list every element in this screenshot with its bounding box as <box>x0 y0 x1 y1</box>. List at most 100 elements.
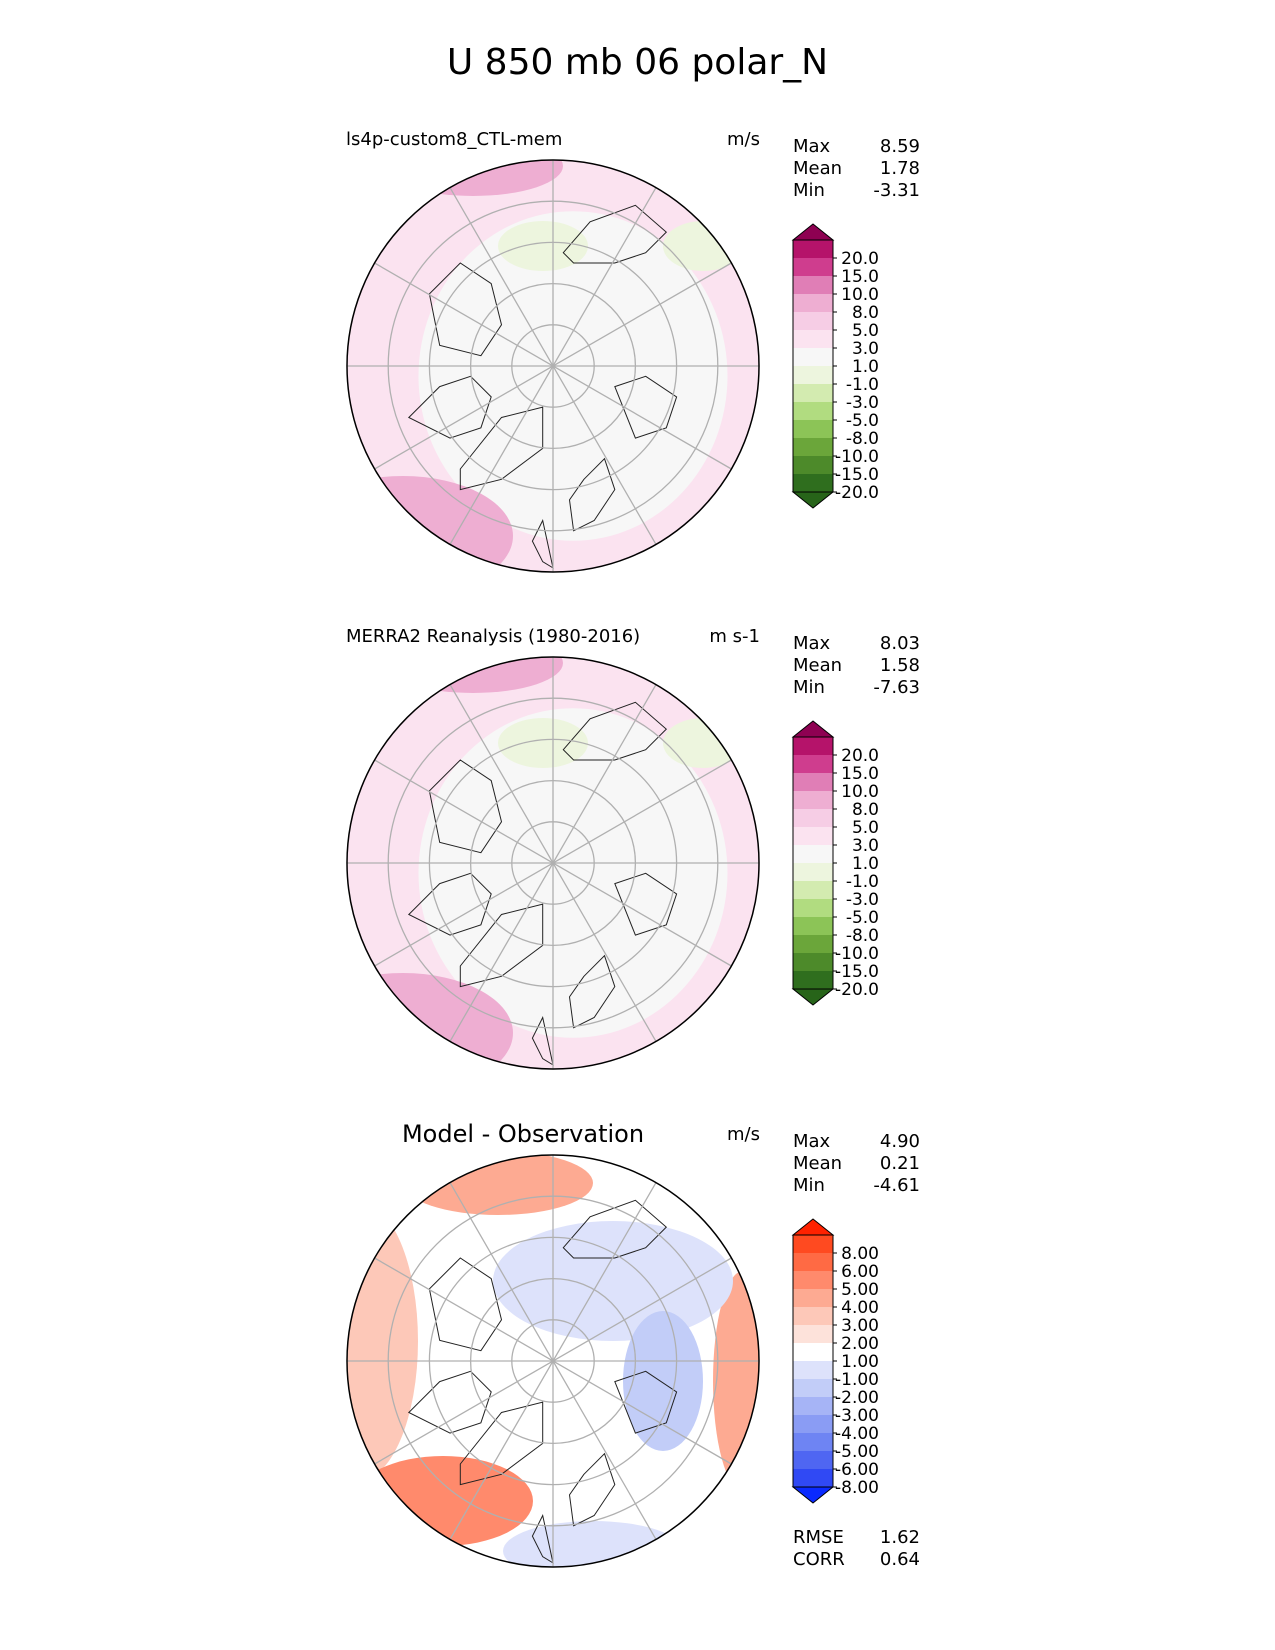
colorbar-segment <box>793 348 833 366</box>
stat-mean-value: 1.58 <box>880 655 920 676</box>
colorbar-tick-label: 8.00 <box>841 1244 879 1264</box>
stat-mean-label: Mean <box>793 158 842 179</box>
stat-mean-label: Mean <box>793 1153 842 1174</box>
stat-mean-value: 0.21 <box>880 1153 920 1174</box>
colorbar-segment <box>793 881 833 899</box>
colorbar-tick-label: 1.0 <box>852 854 879 874</box>
colorbar-segment <box>793 1397 833 1415</box>
colorbar-segment <box>793 1253 833 1271</box>
stat-max-value: 8.03 <box>880 633 920 654</box>
colorbar-segment <box>793 863 833 881</box>
colorbar-extend-max <box>791 1218 835 1236</box>
colorbar-segment <box>793 1307 833 1325</box>
colorbar-segment <box>793 791 833 809</box>
colorbar-tick-label: -6.00 <box>835 1460 879 1480</box>
colorbar-segment <box>793 402 833 420</box>
colorbar-segment <box>793 1379 833 1397</box>
colorbar-tick-label: -1.00 <box>835 1370 879 1390</box>
colorbar-tick-label: -20.0 <box>835 980 879 1000</box>
stat-min-label: Min <box>793 677 825 698</box>
colorbar-tick-label: 5.0 <box>852 818 879 838</box>
colorbar-tick-label: -4.00 <box>835 1424 879 1444</box>
colorbar-segment <box>793 1361 833 1379</box>
map-region-easterly <box>498 221 588 271</box>
colorbar-segment <box>793 1289 833 1307</box>
colorbar-segment <box>793 276 833 294</box>
colorbar-segment <box>793 366 833 384</box>
colorbar-tick-label: -2.00 <box>835 1388 879 1408</box>
map-field <box>347 657 759 1069</box>
colorbar-tick-label: -5.0 <box>846 411 879 431</box>
colorbar-segment <box>793 1325 833 1343</box>
colorbar-tick-label: 15.0 <box>841 267 879 287</box>
coastline <box>568 457 616 532</box>
map-boundary <box>346 656 760 1070</box>
stat-max-value: 8.59 <box>880 136 920 157</box>
map-boundary <box>346 159 760 573</box>
colorbar-tick-label: 10.0 <box>841 782 879 802</box>
stat-mean-value: 1.78 <box>880 158 920 179</box>
colorbar-tick-label: 2.00 <box>841 1334 879 1354</box>
colorbar-segment <box>793 1451 833 1469</box>
colorbar-segment <box>793 240 833 258</box>
colorbar-tick-label: -8.0 <box>846 429 879 449</box>
stat-max-value: 4.90 <box>880 1131 920 1152</box>
colorbar-tick-label: -8.00 <box>835 1478 879 1498</box>
colorbar-extend-min <box>791 988 835 1006</box>
colorbar-tick-label: 20.0 <box>841 249 879 269</box>
map-region-neutral <box>418 211 728 541</box>
colorbar-segment <box>793 935 833 953</box>
colorbar-tick-label: 15.0 <box>841 764 879 784</box>
colorbar-tick-label: 1.0 <box>852 357 879 377</box>
stat-min-label: Min <box>793 1175 825 1196</box>
colorbar-tick-label: -20.0 <box>835 483 879 503</box>
map-region-jet <box>347 973 513 1069</box>
colorbar-segment <box>793 330 833 348</box>
coastline <box>562 204 668 264</box>
colorbar-extend-max <box>791 223 835 241</box>
map-region-easterly <box>498 718 588 768</box>
colorbar-tick-label: 1.00 <box>841 1352 879 1372</box>
colorbar-segment <box>793 917 833 935</box>
colorbar-segment <box>793 384 833 402</box>
map-field <box>347 1155 759 1567</box>
colorbar-tick-label: -5.0 <box>846 908 879 928</box>
colorbar-extend-min <box>791 491 835 509</box>
coastline <box>562 701 668 761</box>
stat-min-value: -7.63 <box>873 677 920 698</box>
colorbar-tick-label: -1.0 <box>846 872 879 892</box>
coastline <box>568 1452 616 1527</box>
coastline <box>428 262 503 357</box>
map-boundary <box>346 1154 760 1568</box>
colorbar-tick-label: -1.0 <box>846 375 879 395</box>
colorbar-tick-label: 3.0 <box>852 339 879 359</box>
colorbar-tick-label: -3.00 <box>835 1406 879 1426</box>
colorbar-tick-label: -3.0 <box>846 890 879 910</box>
coastline <box>568 954 616 1029</box>
map-region-negative <box>503 1521 683 1567</box>
colorbar-tick-label: 8.0 <box>852 800 879 820</box>
colorbar-segment <box>793 258 833 276</box>
colorbar-tick-label: -8.0 <box>846 926 879 946</box>
coastline <box>428 1257 503 1352</box>
colorbar-segment <box>793 420 833 438</box>
stat-max-label: Max <box>793 633 831 654</box>
stat-mean-label: Mean <box>793 655 842 676</box>
stat-max-label: Max <box>793 136 831 157</box>
colorbar-segment <box>793 827 833 845</box>
figure-title: U 850 mb 06 polar_N <box>446 42 829 83</box>
panel-title: ls4p-custom8_CTL-mem <box>346 129 562 150</box>
rmse-label: RMSE <box>793 1527 844 1548</box>
map-region-positive <box>353 1456 533 1546</box>
colorbar-segment <box>793 755 833 773</box>
stat-max-label: Max <box>793 1131 831 1152</box>
map-region-neutral <box>418 708 728 1038</box>
panel-2: MERRA2 Reanalysis (1980-2016) m s-1 Max 8.0… <box>346 626 920 1070</box>
meridian-line <box>374 759 732 967</box>
stat-min-label: Min <box>793 180 825 201</box>
panel-units: m/s <box>727 1124 760 1145</box>
colorbar-segment <box>793 1271 833 1289</box>
meridian-line <box>374 1257 732 1465</box>
colorbar-segment <box>793 971 833 989</box>
